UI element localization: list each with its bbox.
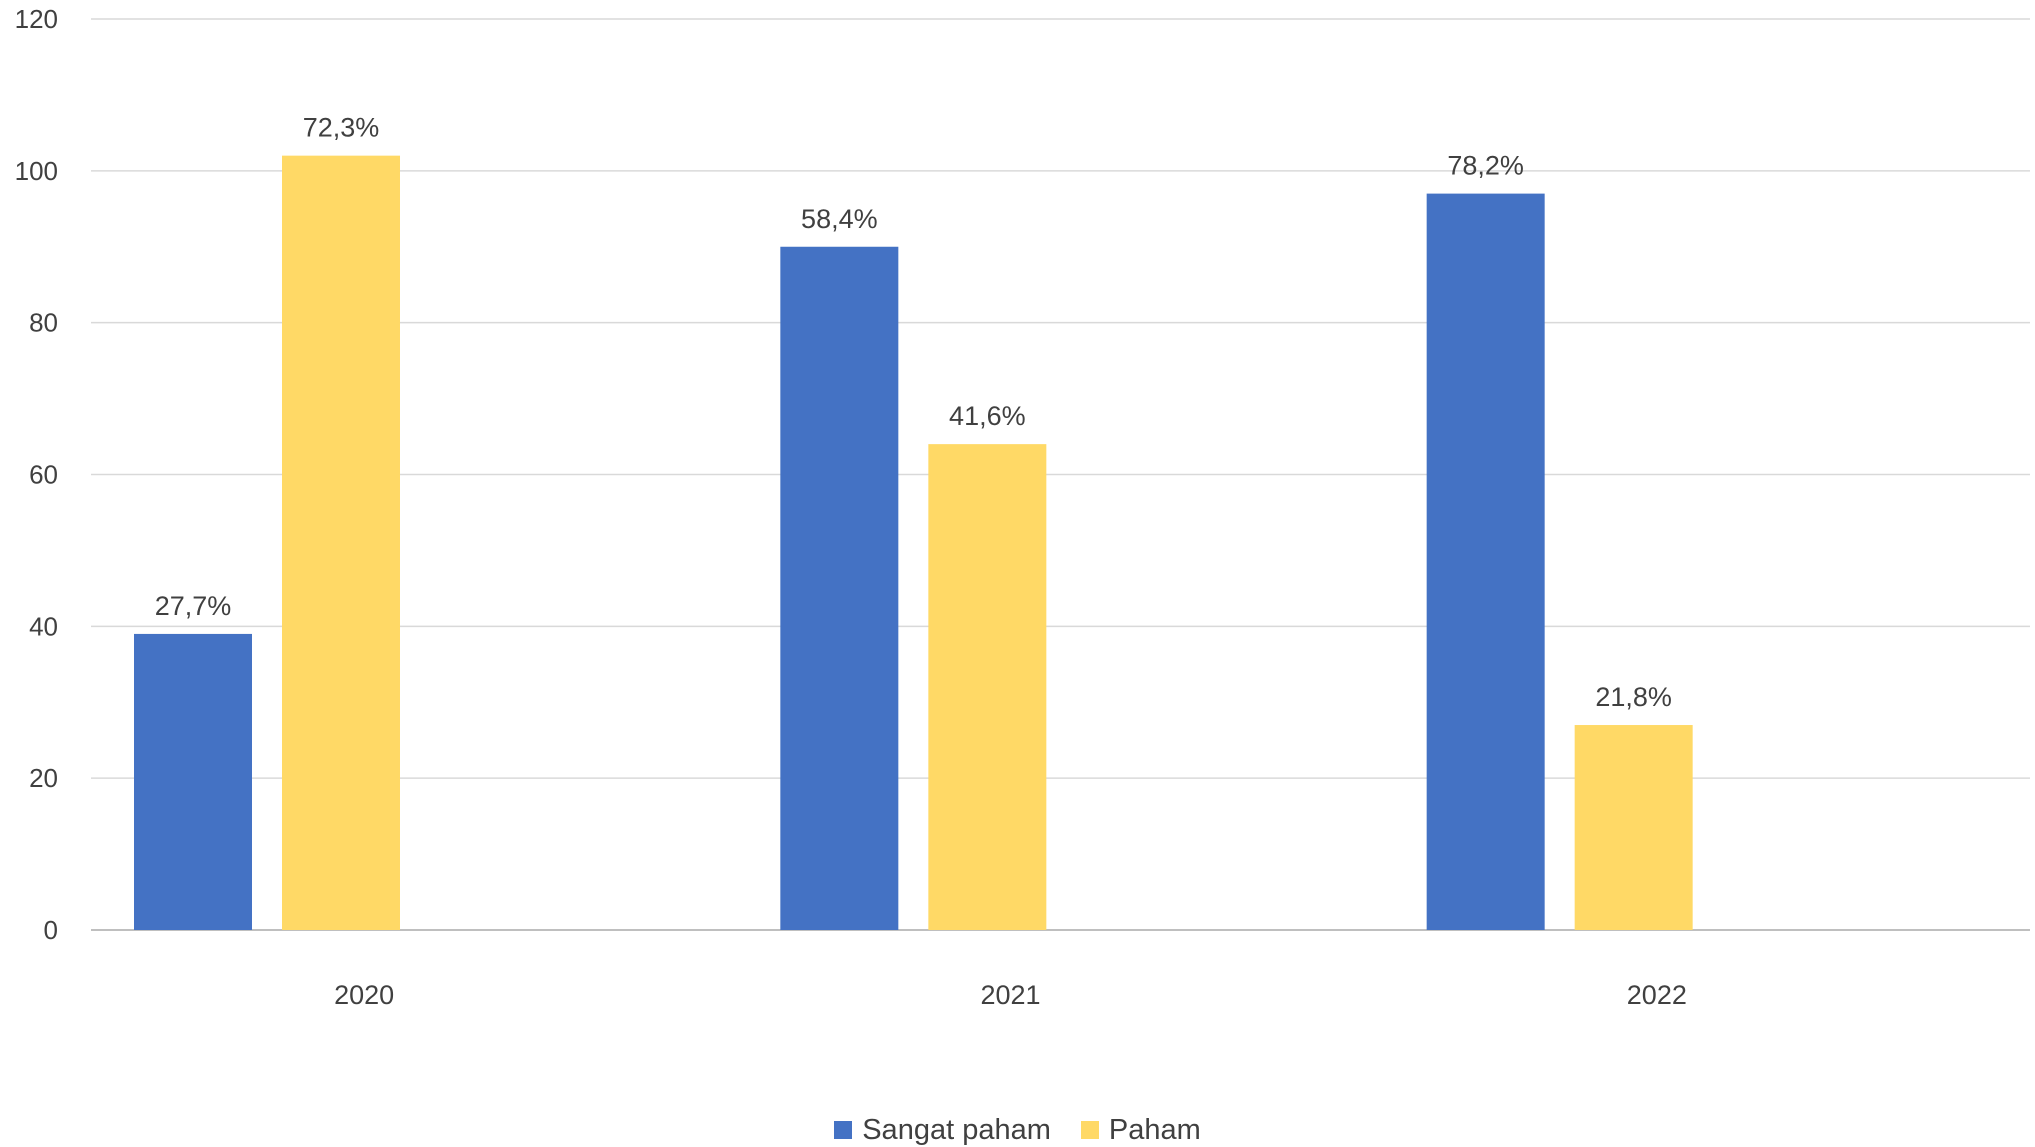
x-axis-category-labels: 2020 2021 2022: [334, 980, 1687, 1010]
y-axis-tick-labels: 0 20 40 60 80 100 120: [15, 4, 58, 945]
bar-chart: 0 20 40 60 80 100 120 27,7% 72,3% 58,4% 41,6% 78,2…: [15, 4, 2030, 1010]
bar-series-2: [928, 444, 1047, 930]
y-tick-label: 40: [29, 611, 58, 641]
y-tick-label: 80: [29, 308, 58, 338]
data-label: 78,2%: [1447, 151, 1524, 181]
y-tick-label: 60: [29, 460, 58, 490]
bar-series-2: [282, 155, 400, 930]
y-tick-label: 100: [15, 156, 58, 186]
legend-label-series-2: Paham: [1108, 1113, 1201, 1146]
x-category-label: 2021: [980, 980, 1040, 1010]
legend: Sangat paham Paham: [0, 1113, 2035, 1147]
x-category-label: 2020: [334, 980, 394, 1010]
legend-swatch-series-1: [834, 1121, 853, 1139]
y-tick-label: 20: [29, 763, 58, 793]
data-label: 27,7%: [155, 591, 232, 621]
data-label: 21,8%: [1595, 682, 1672, 712]
data-label: 41,6%: [949, 401, 1026, 431]
data-labels: 27,7% 72,3% 58,4% 41,6% 78,2% 21,8%: [155, 113, 1672, 712]
bar-series-1: [134, 633, 252, 930]
bar-series-1: [1426, 193, 1545, 930]
y-tick-label: 120: [15, 4, 58, 34]
data-label: 58,4%: [801, 204, 878, 234]
legend-item-series-1: Sangat paham: [834, 1114, 1051, 1147]
data-label: 72,3%: [303, 113, 380, 143]
legend-label-series-1: Sangat paham: [862, 1113, 1051, 1146]
bar-series-1: [780, 246, 899, 930]
gridlines: [91, 18, 2030, 931]
legend-swatch-series-2: [1080, 1121, 1099, 1139]
x-category-label: 2022: [1627, 980, 1687, 1010]
bars: [134, 155, 1693, 930]
legend-item-series-2: Paham: [1080, 1113, 1201, 1147]
y-tick-label: 0: [44, 915, 58, 945]
bar-series-2: [1574, 725, 1693, 930]
